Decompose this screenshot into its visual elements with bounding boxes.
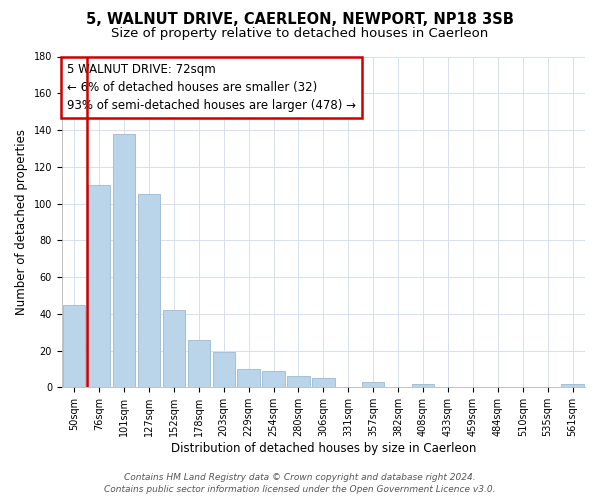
Bar bbox=[138, 194, 160, 388]
Text: 5, WALNUT DRIVE, CAERLEON, NEWPORT, NP18 3SB: 5, WALNUT DRIVE, CAERLEON, NEWPORT, NP18… bbox=[86, 12, 514, 28]
Bar bbox=[113, 134, 135, 388]
Bar bbox=[287, 376, 310, 388]
Bar bbox=[362, 382, 385, 388]
Text: Size of property relative to detached houses in Caerleon: Size of property relative to detached ho… bbox=[112, 28, 488, 40]
Bar bbox=[188, 340, 210, 388]
Bar bbox=[212, 352, 235, 388]
Bar bbox=[262, 371, 285, 388]
Text: 5 WALNUT DRIVE: 72sqm
← 6% of detached houses are smaller (32)
93% of semi-detac: 5 WALNUT DRIVE: 72sqm ← 6% of detached h… bbox=[67, 63, 356, 112]
Bar bbox=[63, 304, 85, 388]
Y-axis label: Number of detached properties: Number of detached properties bbox=[15, 129, 28, 315]
Bar bbox=[562, 384, 584, 388]
Text: Contains HM Land Registry data © Crown copyright and database right 2024.
Contai: Contains HM Land Registry data © Crown c… bbox=[104, 472, 496, 494]
Bar bbox=[163, 310, 185, 388]
Bar bbox=[238, 369, 260, 388]
X-axis label: Distribution of detached houses by size in Caerleon: Distribution of detached houses by size … bbox=[171, 442, 476, 455]
Bar bbox=[412, 384, 434, 388]
Bar bbox=[312, 378, 335, 388]
Bar bbox=[88, 185, 110, 388]
